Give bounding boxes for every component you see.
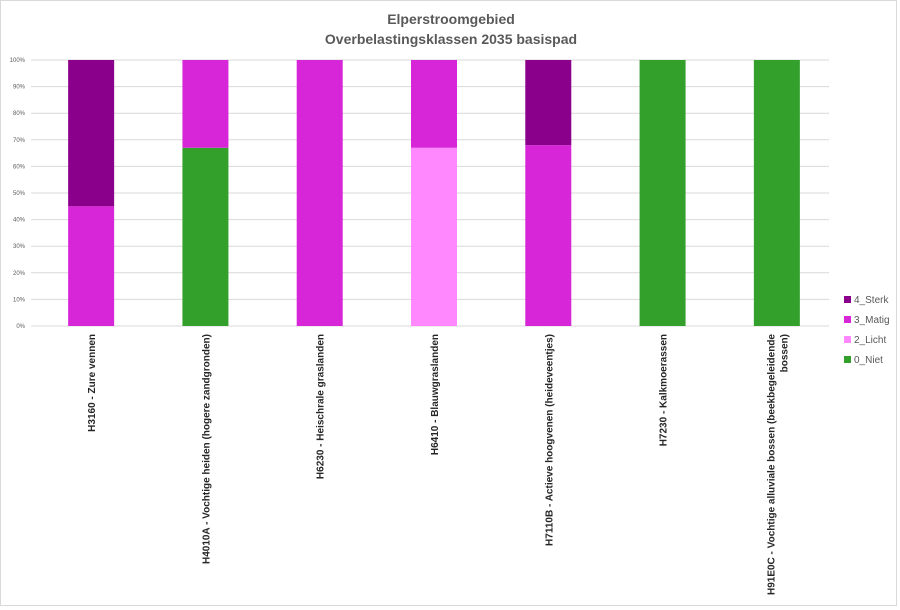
legend-swatch bbox=[844, 296, 851, 303]
legend: 4_Sterk 3_Matig 2_Licht 0_Niet bbox=[844, 295, 890, 366]
y-tick-label: 40% bbox=[13, 218, 26, 224]
legend-swatch bbox=[844, 316, 851, 323]
y-tick-label: 50% bbox=[13, 191, 26, 197]
legend-label: 2_Licht bbox=[854, 335, 886, 346]
bar-segment bbox=[411, 60, 457, 148]
bar-segment bbox=[68, 206, 115, 326]
x-tick-label: H7230 - Kalkmoerassen bbox=[659, 334, 670, 446]
chart-subtitle: Overbelastingsklassen 2035 basispad bbox=[325, 31, 577, 47]
bar-segment bbox=[639, 60, 686, 326]
bar-stack bbox=[639, 60, 686, 326]
y-tick-label: 70% bbox=[13, 138, 26, 144]
y-axis-ticks: 0% 10% 20% 30% 40% 50% 60% 70% 80% 90% 100% bbox=[10, 58, 26, 330]
bar-stack bbox=[182, 60, 229, 326]
y-tick-label: 60% bbox=[13, 164, 26, 170]
y-tick-label: 100% bbox=[10, 58, 26, 64]
x-tick-label: H7110B - Actieve hoogvenen (heideveentje… bbox=[544, 334, 555, 546]
legend-swatch bbox=[844, 336, 851, 343]
bar-segment bbox=[182, 60, 229, 148]
legend-item: 0_Niet bbox=[844, 355, 883, 366]
y-tick-label: 0% bbox=[16, 324, 25, 330]
x-tick-label: H6230 - Heischrale graslanden bbox=[316, 334, 327, 479]
bar-stack bbox=[68, 60, 115, 326]
x-tick-label: H91E0C - Vochtige alluviale bossen (beek… bbox=[766, 334, 790, 595]
bar-segment bbox=[296, 60, 343, 326]
legend-label: 3_Matig bbox=[854, 315, 890, 326]
bar-stack bbox=[296, 60, 343, 326]
bar-segment bbox=[525, 60, 572, 146]
bar-stack bbox=[411, 60, 457, 326]
legend-item: 4_Sterk bbox=[844, 295, 889, 306]
y-tick-label: 30% bbox=[13, 244, 26, 250]
y-tick-label: 10% bbox=[13, 297, 26, 303]
bar-segment bbox=[68, 60, 115, 207]
y-tick-label: 20% bbox=[13, 271, 26, 277]
bar-stack bbox=[753, 60, 800, 326]
x-tick-label: H4010A - Vochtige heiden (hogere zandgro… bbox=[201, 334, 212, 564]
x-tick-label: H6410 - Blauwgraslanden bbox=[430, 334, 441, 455]
bar-segment bbox=[411, 147, 457, 326]
legend-label: 0_Niet bbox=[854, 355, 883, 366]
legend-label: 4_Sterk bbox=[854, 295, 889, 306]
y-tick-label: 80% bbox=[13, 111, 26, 117]
bar-segment bbox=[525, 145, 572, 326]
x-tick-label: H3160 - Zure vennen bbox=[87, 334, 98, 432]
bar-segment bbox=[182, 147, 229, 326]
bars bbox=[68, 60, 800, 326]
y-tick-label: 90% bbox=[13, 85, 26, 91]
chart-title: Elperstroomgebied bbox=[387, 11, 515, 27]
legend-item: 2_Licht bbox=[844, 335, 886, 346]
x-axis-labels: H3160 - Zure vennen H4010A - Vochtige hei… bbox=[87, 334, 790, 595]
legend-item: 3_Matig bbox=[844, 315, 890, 326]
legend-swatch bbox=[844, 356, 851, 363]
bar-segment bbox=[753, 60, 800, 326]
bar-stack bbox=[525, 60, 572, 326]
